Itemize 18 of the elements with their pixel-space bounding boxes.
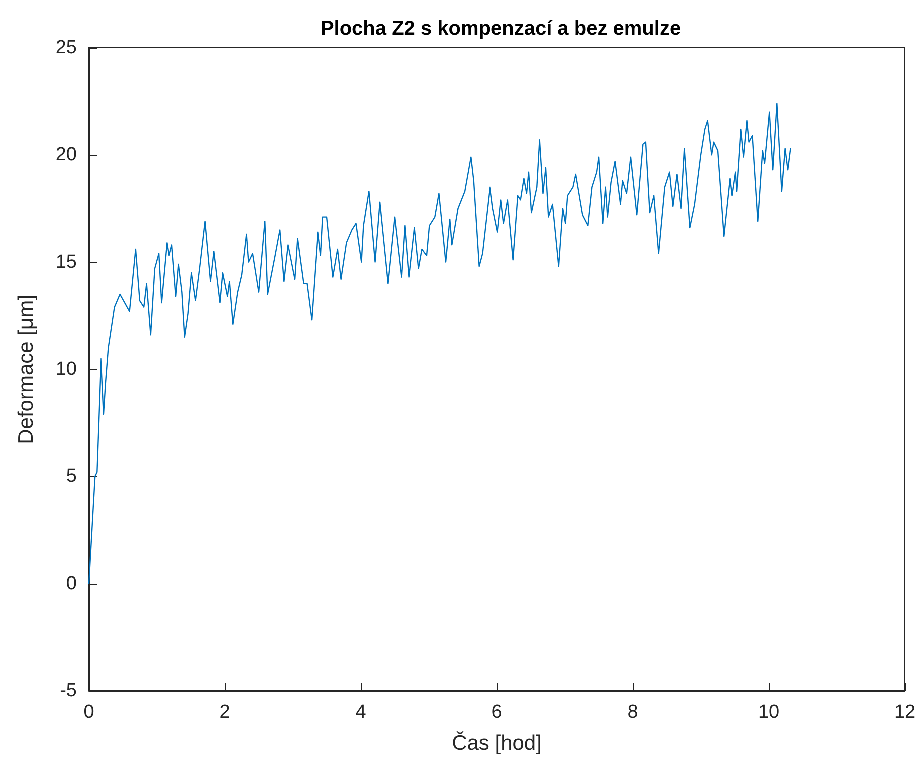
x-tick-label: 4 <box>356 702 367 723</box>
line-series <box>88 103 792 584</box>
y-tick-label: 20 <box>56 144 77 166</box>
y-tick-label: 0 <box>66 573 77 594</box>
x-axis-title: Čas [hod] <box>452 731 542 755</box>
y-axis-title: Deformace [μm] <box>15 294 38 444</box>
x-tick-label: 10 <box>758 702 780 723</box>
y-tick-label: 5 <box>66 466 77 488</box>
x-tick-label: 8 <box>628 702 638 723</box>
y-tick-label: 15 <box>56 252 77 273</box>
y-tick-label: 25 <box>56 38 77 58</box>
x-tick-label: 6 <box>492 702 502 723</box>
x-tick-label: 12 <box>894 702 916 723</box>
x-tick-label: 0 <box>84 702 94 723</box>
chart-title: Plocha Z2 s kompenzací a bez emulze <box>320 18 682 40</box>
y-tick-label: -5 <box>60 680 77 702</box>
y-tick-label: 10 <box>56 359 77 380</box>
x-tick-label: 2 <box>220 702 230 723</box>
